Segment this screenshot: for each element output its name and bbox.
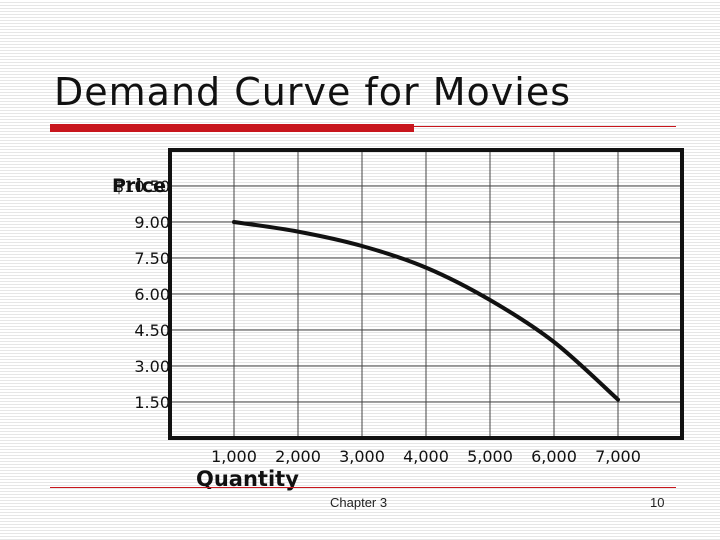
x-tick-label: 3,000	[339, 447, 385, 466]
title-underline-accent	[50, 124, 414, 132]
x-tick-label: 1,000	[211, 447, 257, 466]
demand-curve-line	[232, 220, 620, 402]
x-tick-label: 7,000	[595, 447, 641, 466]
footer-rule	[50, 487, 676, 488]
title-underline-rule	[414, 126, 676, 127]
plot-frame	[168, 148, 684, 440]
y-tick-labels: $10.50 9.00 7.50 6.00 4.50 3.00 1.50	[114, 177, 170, 412]
x-tick-labels: 1,000 2,000 3,000 4,000 5,000 6,000 7,000	[211, 447, 641, 466]
y-tick-label: 3.00	[134, 357, 170, 376]
y-axis-title: Price	[112, 175, 166, 197]
footer-chapter: Chapter 3	[330, 495, 388, 510]
x-tick-label: 6,000	[531, 447, 577, 466]
y-tick-label: 9.00	[134, 213, 170, 232]
chart-grid	[170, 150, 682, 438]
slide-title: Demand Curve for Movies	[54, 70, 571, 114]
y-tick-label: $10.50	[114, 177, 170, 196]
footer-page-number: 10	[650, 495, 665, 510]
x-tick-label: 2,000	[275, 447, 321, 466]
x-tick-label: 4,000	[403, 447, 449, 466]
y-tick-label: 6.00	[134, 285, 170, 304]
y-tick-label: 1.50	[134, 393, 170, 412]
y-tick-label: 7.50	[134, 249, 170, 268]
y-tick-label: 4.50	[134, 321, 170, 340]
x-tick-label: 5,000	[467, 447, 513, 466]
